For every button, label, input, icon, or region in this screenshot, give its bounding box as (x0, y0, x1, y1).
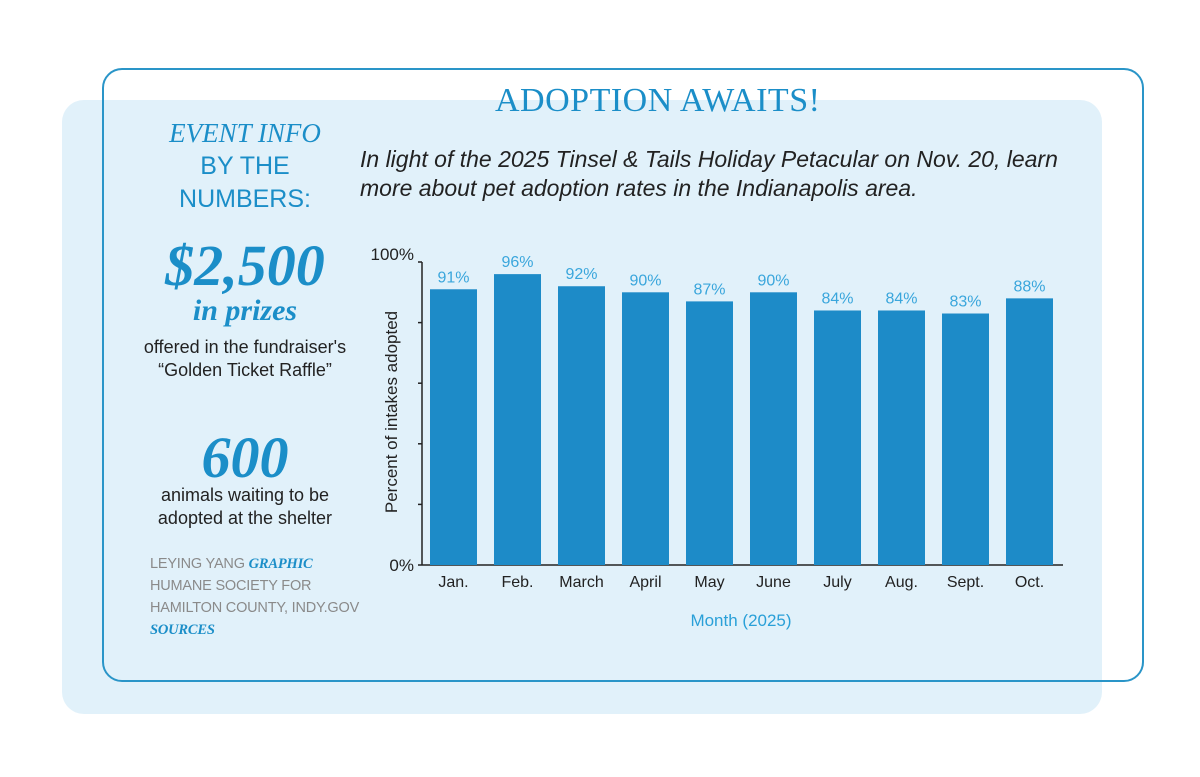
sources-label: SOURCES (150, 622, 215, 638)
prize-amount: $2,500 (165, 233, 325, 298)
x-tick-label-7: Aug. (885, 574, 918, 591)
y-axis-title: Percent of intakes adopted (382, 311, 401, 513)
bar-value-label-5: 90% (757, 272, 789, 289)
y-tick-label-top: 100% (371, 245, 414, 264)
credit-role: GRAPHIC (248, 556, 313, 572)
bar-value-label-9: 88% (1013, 278, 1045, 295)
heading-line-by-the: BY THE (200, 152, 290, 180)
bar-0 (430, 289, 477, 565)
bar-value-label-0: 91% (437, 269, 469, 286)
prize-unit: in prizes (192, 294, 298, 327)
bar-value-label-6: 84% (821, 290, 853, 307)
credits-block: LEYING YANG GRAPHIC HUMANE SOCIETY FOR H… (150, 553, 380, 641)
credit-name: LEYING YANG (150, 556, 245, 572)
bar-value-label-1: 96% (501, 254, 533, 271)
bar-6 (814, 310, 861, 565)
bar-2 (558, 286, 605, 565)
bar-value-label-8: 83% (949, 294, 981, 311)
animals-count: 600 (201, 425, 289, 490)
infographic-title: ADOPTION AWAITS! (495, 82, 821, 119)
bar-7 (878, 310, 925, 565)
event-info-heading: EVENT INFO (169, 118, 321, 148)
x-tick-label-6: July (823, 574, 851, 591)
y-tick-label-bottom: 0% (389, 556, 414, 575)
bar-4 (686, 301, 733, 565)
sources-text: HUMANE SOCIETY FOR HAMILTON COUNTY, INDY… (150, 578, 360, 616)
x-tick-label-1: Feb. (501, 574, 533, 591)
animals-description: animals waiting to be adopted at the she… (157, 485, 333, 528)
bar-9 (1006, 298, 1053, 565)
bar-value-label-2: 92% (565, 266, 597, 283)
heading-line-numbers: NUMBERS: (179, 185, 311, 213)
infographic-subtitle: In light of the 2025 Tinsel & Tails Holi… (360, 146, 1058, 201)
bar-5 (750, 292, 797, 565)
prize-description: offered in the fundraiser's “Golden Tick… (143, 337, 347, 380)
bar-3 (622, 292, 669, 565)
bar-8 (942, 313, 989, 565)
infographic-frame (102, 68, 1144, 682)
bar-value-label-7: 84% (885, 290, 917, 307)
bar-1 (494, 274, 541, 565)
x-tick-label-8: Sept. (947, 574, 984, 591)
x-tick-label-2: March (559, 574, 603, 591)
x-tick-label-3: April (629, 574, 661, 591)
bar-value-label-3: 90% (629, 272, 661, 289)
x-axis-title: Month (2025) (690, 611, 791, 630)
x-tick-label-4: May (694, 574, 724, 591)
by-the-numbers-heading: BY THE NUMBERS: (115, 150, 375, 216)
x-tick-label-9: Oct. (1015, 574, 1044, 591)
x-tick-label-5: June (756, 574, 791, 591)
bar-value-label-4: 87% (693, 281, 725, 298)
x-tick-label-0: Jan. (438, 574, 468, 591)
